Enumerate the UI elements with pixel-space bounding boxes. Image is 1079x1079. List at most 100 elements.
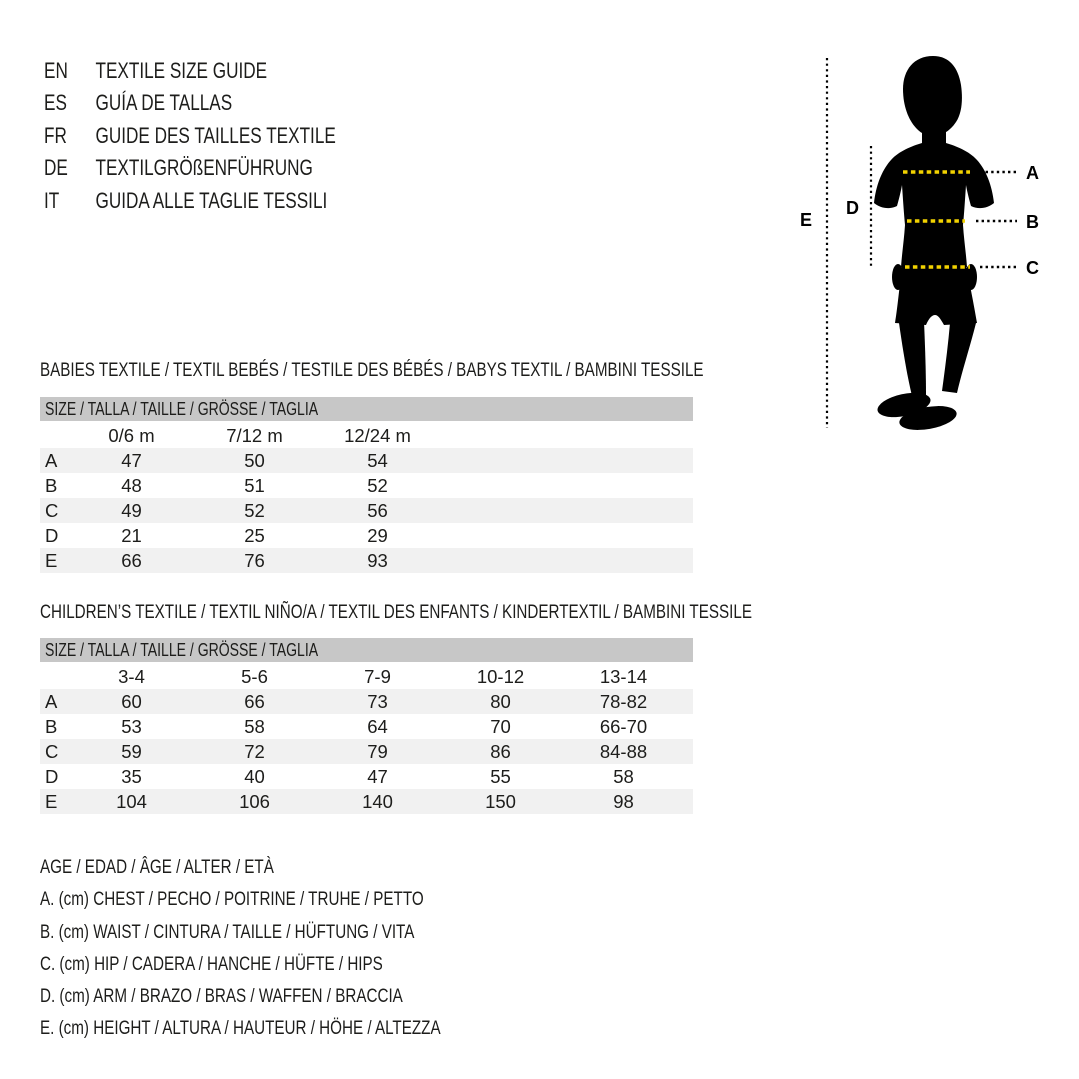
language-title: TEXTILGRÖßENFÜHRUNG [95,155,313,181]
language-title: GUIDA ALLE TAGLIE TESSILI [95,187,328,213]
child-silhouette [874,56,994,430]
column-header: 10-12 [476,666,525,687]
language-list: EN TEXTILE SIZE GUIDE ES GUÍA DE TALLAS FR GU… [44,55,418,217]
value-cell: 73 [367,691,388,712]
table-row: B 53 58 64 70 66-70 [40,714,693,739]
children-table-rows: A 60 66 73 80 78-82 B 53 58 64 70 66-70 C 59 72 79 86 84-… [40,689,693,814]
value-cell: 52 [367,475,388,496]
language-title: GUIDE DES TAILLES TEXTILE [95,122,336,148]
value-cell: 25 [244,525,265,546]
legend-line: D. (cm) ARM / BRAZO / BRAS / WAFFEN / BR… [40,985,403,1008]
value-cell: 29 [367,525,388,546]
value-cell: 104 [116,791,147,812]
value-cell: 47 [367,766,388,787]
row-label: B [45,475,58,496]
legend-line: A. (cm) CHEST / PECHO / POITRINE / TRUHE… [40,888,424,911]
row-label: E [45,550,58,571]
measurement-figure: A B C D E [800,56,1039,430]
row-label: C [45,500,59,521]
table-row: C 49 52 56 [40,498,693,523]
t-shirt-torso [874,143,994,267]
value-cell: 93 [367,550,388,571]
language-row: DE TEXTILGRÖßENFÜHRUNG [44,152,336,184]
value-cell: 51 [244,475,265,496]
column-header: 12/24 m [344,425,411,446]
babies-size-table: SIZE / TALLA / TAILLE / GRÖSSE / TAGLIA … [40,397,693,573]
row-label: B [45,716,58,737]
table-row: C 59 72 79 86 84-88 [40,739,693,764]
size-header-label: SIZE / TALLA / TAILLE / GRÖSSE / TAGLIA [45,399,319,419]
value-cell: 72 [244,741,265,762]
babies-column-headers: 0/6 m 7/12 m 12/24 m [40,423,693,448]
value-cell: 54 [367,450,388,471]
row-label: D [45,766,59,787]
row-label: E [45,791,58,812]
label-height: E [800,210,812,230]
head [903,56,962,136]
value-cell: 84-88 [599,741,648,762]
row-label: A [45,691,58,712]
language-title: GUÍA DE TALLAS [95,90,233,116]
corner-cell [40,664,70,689]
value-cell: 59 [121,741,142,762]
value-cell: 53 [121,716,142,737]
children-column-headers: 3-4 5-6 7-9 10-12 13-14 [40,664,693,689]
table-row: E 104 106 140 150 98 [40,789,693,814]
label-hip: C [1026,258,1039,278]
value-cell: 49 [121,500,142,521]
value-cell: 80 [490,691,511,712]
value-cell: 86 [490,741,511,762]
value-cell: 48 [121,475,142,496]
babies-table-rows: A 47 50 54 B 48 51 52 C 49 52 56 D 21 25 29 E 66 76 93 [40,448,693,573]
legend-line: E. (cm) HEIGHT / ALTURA / HAUTEUR / HÖHE… [40,1017,441,1040]
label-arm: D [846,198,859,218]
value-cell: 64 [367,716,388,737]
value-cell: 56 [367,500,388,521]
table-row: D 21 25 29 [40,523,693,548]
table-row: E 66 76 93 [40,548,693,573]
table-row: B 48 51 52 [40,473,693,498]
column-header: 5-6 [241,666,268,687]
legend-line: B. (cm) WAIST / CINTURA / TAILLE / HÜFTU… [40,920,415,943]
shorts [895,260,977,325]
value-cell: 78-82 [599,691,648,712]
language-code: FR [44,122,67,148]
language-title: TEXTILE SIZE GUIDE [95,58,268,83]
value-cell: 70 [490,716,511,737]
language-row: IT GUIDA ALLE TAGLIE TESSILI [44,185,336,217]
language-code: IT [44,187,60,213]
value-cell: 66 [121,550,142,571]
value-cell: 50 [244,450,265,471]
corner-cell [40,423,70,448]
table-row: D 35 40 47 55 58 [40,764,693,789]
value-cell: 58 [613,766,634,787]
value-cell: 150 [485,791,516,812]
column-header: 13-14 [599,666,648,687]
left-leg [899,321,926,396]
value-cell: 66-70 [599,716,648,737]
language-code: EN [44,58,68,83]
value-cell: 47 [121,450,142,471]
table-row: A 60 66 73 80 78-82 [40,689,693,714]
row-label: A [45,450,58,471]
value-cell: 98 [613,791,634,812]
row-label: D [45,525,59,546]
language-code: ES [44,90,67,116]
value-cell: 76 [244,550,265,571]
value-cell: 40 [244,766,265,787]
language-row: ES GUÍA DE TALLAS [44,87,336,119]
column-header: 0/6 m [108,425,155,446]
language-code: DE [44,155,68,181]
value-cell: 35 [121,766,142,787]
label-chest: A [1026,163,1039,183]
children-size-table: SIZE / TALLA / TAILLE / GRÖSSE / TAGLIA … [40,638,693,814]
row-label: C [45,741,59,762]
value-cell: 106 [239,791,270,812]
size-header-label: SIZE / TALLA / TAILLE / GRÖSSE / TAGLIA [45,640,319,660]
babies-size-header-bar: SIZE / TALLA / TAILLE / GRÖSSE / TAGLIA [40,397,693,421]
column-header: 7-9 [364,666,391,687]
measurement-legend: AGE / EDAD / ÂGE / ALTER / ETÀ A. (cm) CH… [40,851,554,1045]
column-header: 7/12 m [226,425,283,446]
value-cell: 21 [121,525,142,546]
